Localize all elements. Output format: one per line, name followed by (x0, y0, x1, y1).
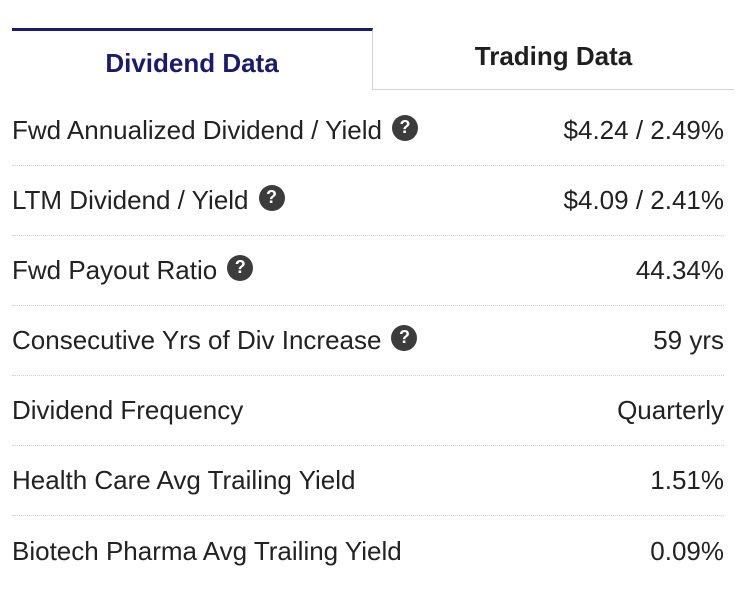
row-label: Health Care Avg Trailing Yield (12, 465, 356, 495)
table-row: LTM Dividend / Yield ? $4.09 / 2.41% (12, 166, 724, 236)
help-icon[interactable]: ? (391, 324, 418, 351)
row-value: $4.24 / 2.49% (563, 115, 724, 145)
help-icon[interactable]: ? (258, 184, 285, 211)
table-row: Fwd Annualized Dividend / Yield ? $4.24 … (12, 96, 724, 166)
row-value: 59 yrs (653, 325, 724, 355)
table-row: Fwd Payout Ratio ? 44.34% (12, 236, 724, 306)
tab-dividend-data[interactable]: Dividend Data (12, 28, 373, 90)
table-row: Dividend Frequency Quarterly (12, 376, 724, 446)
help-icon[interactable]: ? (227, 254, 254, 281)
row-label: Consecutive Yrs of Div Increase (12, 325, 382, 355)
row-value: Quarterly (617, 395, 724, 425)
row-value: $4.09 / 2.41% (563, 185, 724, 215)
table-row: Biotech Pharma Avg Trailing Yield 0.09% (12, 516, 724, 586)
tab-trading-data[interactable]: Trading Data (373, 28, 734, 90)
row-label: Fwd Annualized Dividend / Yield (12, 115, 383, 145)
dividend-table: Fwd Annualized Dividend / Yield ? $4.24 … (12, 96, 724, 586)
row-value: 1.51% (650, 465, 724, 495)
row-value: 0.09% (650, 535, 724, 566)
row-label: Fwd Payout Ratio (12, 255, 218, 285)
table-row: Consecutive Yrs of Div Increase ? 59 yrs (12, 306, 724, 376)
table-row: Health Care Avg Trailing Yield 1.51% (12, 446, 724, 516)
tab-bar: Dividend Data Trading Data (12, 28, 734, 90)
row-value: 44.34% (635, 255, 724, 285)
row-label: LTM Dividend / Yield (12, 185, 249, 215)
help-icon[interactable]: ? (392, 114, 419, 141)
row-label: Dividend Frequency (12, 395, 244, 425)
row-label: Biotech Pharma Avg Trailing Yield (12, 535, 402, 566)
